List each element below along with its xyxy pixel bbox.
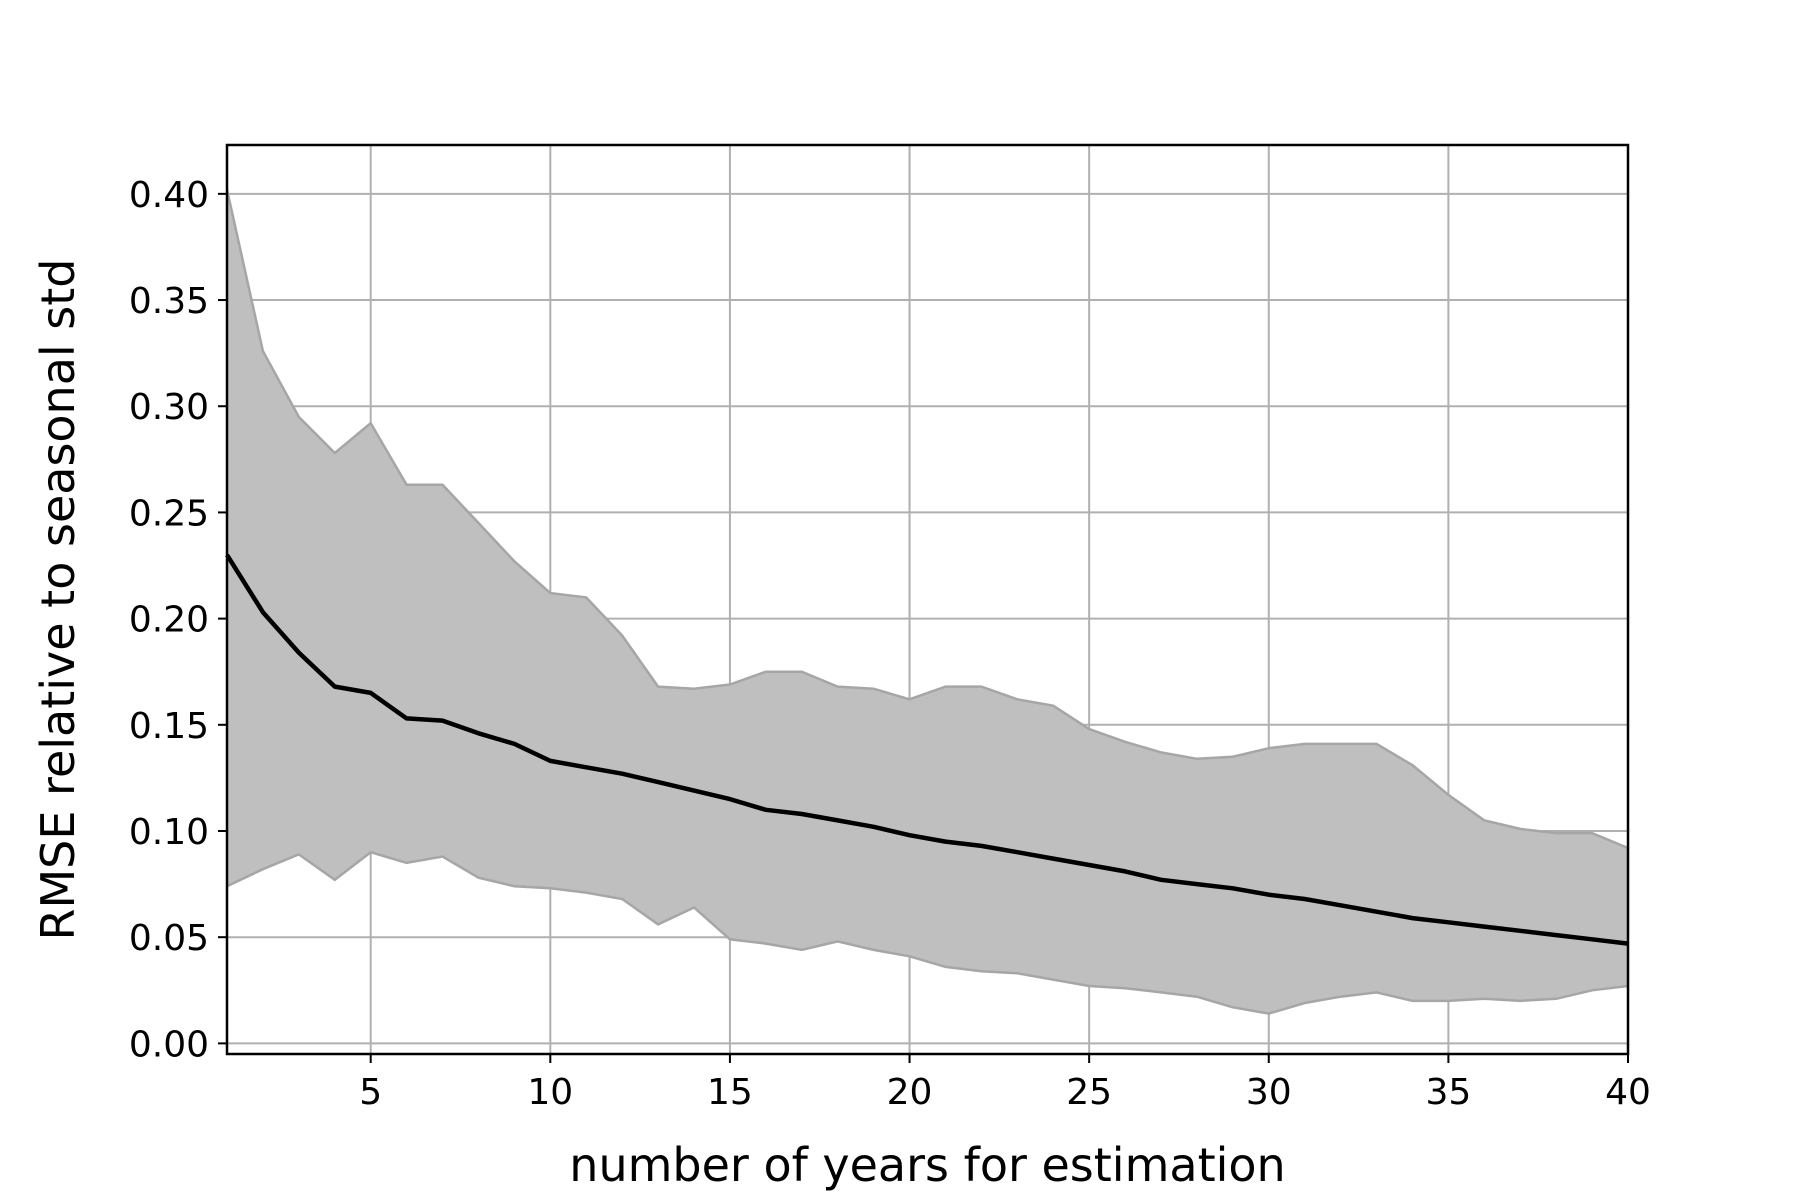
x-tick-label: 20 bbox=[887, 1072, 933, 1113]
band-upper-edge bbox=[225, 189, 1629, 850]
y-axis-label: RMSE relative to seasonal std bbox=[31, 259, 85, 941]
spread-band bbox=[225, 189, 1629, 1015]
x-tick-label: 30 bbox=[1246, 1072, 1292, 1113]
mean-line-layer bbox=[225, 553, 1629, 946]
x-tick-label: 10 bbox=[527, 1072, 573, 1113]
y-tick-label: 0.15 bbox=[129, 706, 209, 747]
x-tick-label: 5 bbox=[359, 1072, 382, 1113]
y-tick-label: 0.00 bbox=[129, 1024, 209, 1065]
y-tick-label: 0.05 bbox=[129, 918, 209, 959]
band-fill bbox=[227, 189, 1628, 1014]
y-tick-label: 0.10 bbox=[129, 812, 209, 853]
y-tick-label: 0.35 bbox=[129, 281, 209, 322]
x-axis-label: number of years for estimation bbox=[569, 1138, 1285, 1192]
mean-line bbox=[225, 553, 1629, 946]
x-tick-label: 25 bbox=[1066, 1072, 1112, 1113]
x-tick-label: 15 bbox=[707, 1072, 753, 1113]
y-tick-label: 0.25 bbox=[129, 493, 209, 534]
band-lower-edge bbox=[226, 850, 1629, 1015]
y-tick-label: 0.30 bbox=[129, 387, 209, 428]
axis-ticks: 5 10 15 20 25 30 35 40 0.00 0.05 0.10 0.15 0.20 0.25 0… bbox=[129, 175, 1651, 1113]
x-tick-label: 40 bbox=[1605, 1072, 1651, 1113]
y-tick-label: 0.40 bbox=[129, 175, 209, 216]
y-tick-label: 0.20 bbox=[129, 600, 209, 641]
x-tick-label: 35 bbox=[1425, 1072, 1471, 1113]
plot-frame bbox=[225, 143, 1630, 1056]
